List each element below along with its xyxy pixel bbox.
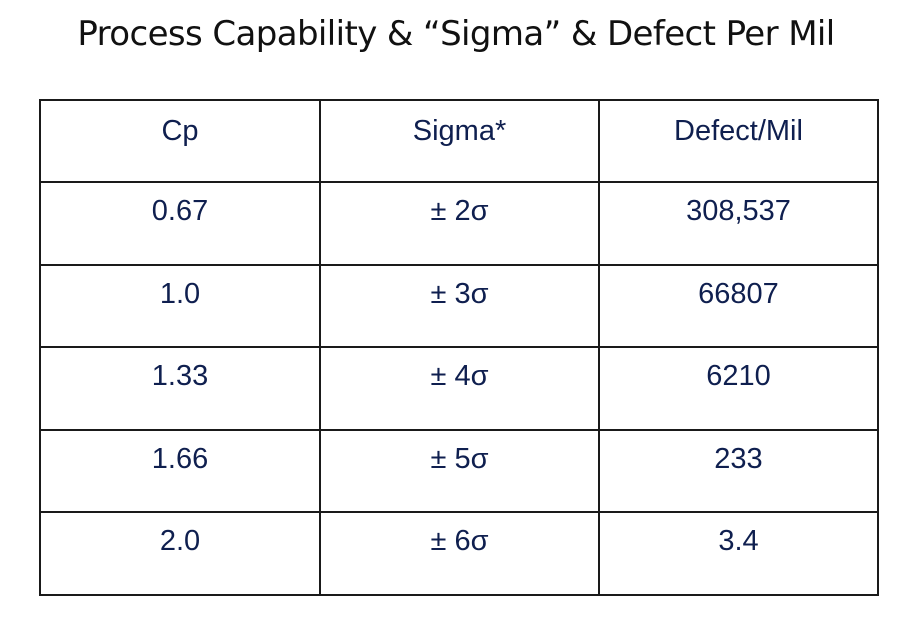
capability-table: Cp Sigma* Defect/Mil 0.67 ± 2σ 308,537 1… (39, 99, 879, 596)
table-row: 1.66 ± 5σ 233 (39, 428, 879, 514)
cell-cp: 0.67 (39, 181, 321, 266)
table-row: 1.0 ± 3σ 66807 (39, 263, 879, 349)
table-row: 1.33 ± 4σ 6210 (39, 346, 879, 431)
page-title: Process Capability & “Sigma” & Defect Pe… (77, 14, 835, 54)
cell-defects: 233 (598, 428, 879, 514)
cell-sigma: ± 4σ (319, 346, 600, 431)
cell-defects: 6210 (598, 346, 879, 431)
cell-sigma: ± 6σ (319, 511, 600, 596)
cell-defects: 308,537 (598, 181, 879, 266)
cell-sigma: ± 2σ (319, 181, 600, 266)
header-defect-per-mil: Defect/Mil (598, 99, 879, 183)
table-row: 0.67 ± 2σ 308,537 (39, 181, 879, 266)
cell-defects: 66807 (598, 263, 879, 349)
header-sigma: Sigma* (319, 99, 600, 183)
table-header-row: Cp Sigma* Defect/Mil (39, 99, 879, 183)
cell-sigma: ± 5σ (319, 428, 600, 514)
cell-cp: 1.66 (39, 428, 321, 514)
header-cp: Cp (39, 99, 321, 183)
cell-sigma: ± 3σ (319, 263, 600, 349)
cell-cp: 1.33 (39, 346, 321, 431)
cell-cp: 1.0 (39, 263, 321, 349)
cell-cp: 2.0 (39, 511, 321, 596)
table-row: 2.0 ± 6σ 3.4 (39, 511, 879, 596)
cell-defects-highlight: 3.4 (598, 511, 879, 596)
